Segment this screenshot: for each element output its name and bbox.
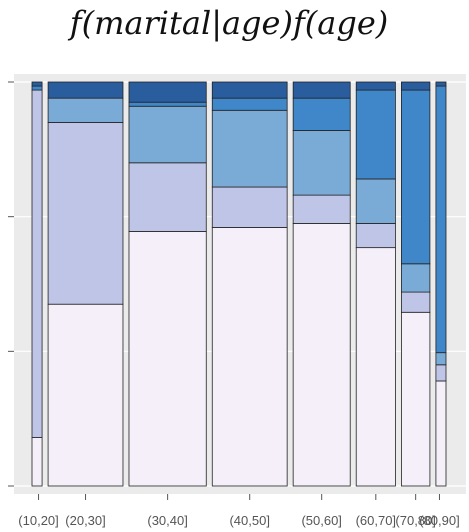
x-tick-label-6: (70,80]	[395, 513, 435, 528]
x-tick-label-3: (40,50]	[229, 513, 269, 528]
x-tick-label-1: (20,30]	[65, 513, 105, 528]
mosaic-cell-6-1	[401, 291, 431, 313]
x-tick-labels: (10,20] (20,30] (30,40] (40,50] (50,60] (60,7…	[18, 513, 459, 528]
mosaic-cell-7-4	[435, 81, 447, 87]
mosaic-cell-6-4	[401, 81, 431, 91]
x-tick-label-4: (50,60]	[301, 513, 341, 528]
column-3	[211, 81, 288, 487]
chart-title: f(marital|age)f(age)	[68, 4, 389, 42]
mosaic-cell-0-0	[31, 437, 43, 487]
mosaic-cell-7-2	[435, 352, 447, 366]
mosaic-cell-5-2	[355, 178, 396, 224]
mosaic-cell-5-1	[355, 222, 396, 249]
mosaic-cell-2-1	[128, 162, 207, 232]
column-4	[292, 81, 351, 487]
mosaic-cell-3-2	[211, 109, 288, 188]
mosaic-cell-2-2	[128, 105, 207, 164]
column-0	[31, 81, 43, 487]
mosaic-cell-5-0	[355, 247, 396, 487]
mosaic-cell-3-3	[211, 97, 288, 111]
x-tick-label-5: (60,70]	[356, 513, 396, 528]
mosaic-cell-1-0	[47, 303, 124, 487]
mosaic-cell-2-0	[128, 231, 207, 487]
column-7	[435, 81, 447, 487]
mosaic-cell-1-4	[47, 81, 124, 99]
column-6	[401, 81, 431, 487]
mosaic-cell-7-1	[435, 364, 447, 382]
mosaic-cell-6-0	[401, 311, 431, 487]
mosaic-cell-4-3	[292, 97, 351, 131]
column-5	[355, 81, 396, 487]
mosaic-cell-2-3	[128, 101, 207, 107]
column-1	[47, 81, 124, 487]
mosaic-cell-5-4	[355, 81, 396, 91]
mosaic-cell-6-2	[401, 263, 431, 293]
mosaic-cell-1-1	[47, 122, 124, 305]
mosaic-cell-4-2	[292, 130, 351, 196]
mosaic-cell-1-2	[47, 97, 124, 123]
x-tick-label-7: (80,90]	[419, 513, 459, 528]
mosaic-cell-7-0	[435, 380, 447, 487]
column-2	[128, 81, 207, 487]
mosaic-cell-5-3	[355, 89, 396, 180]
mosaic-cell-4-0	[292, 222, 351, 487]
x-tick-label-0: (10,20]	[18, 513, 58, 528]
mosaic-cell-0-4	[31, 81, 43, 87]
mosaic-cell-3-4	[211, 81, 288, 99]
bar-group	[31, 81, 447, 487]
x-tick-label-2: (30,40]	[147, 513, 187, 528]
mosaic-cell-6-3	[401, 89, 431, 265]
mosaic-cell-2-4	[128, 81, 207, 103]
mosaic-cell-4-1	[292, 194, 351, 224]
mosaic-cell-7-3	[435, 85, 447, 354]
mosaic-cell-3-1	[211, 186, 288, 228]
mosaic-cell-0-1	[31, 89, 43, 438]
mosaic-cell-0-3	[31, 85, 43, 91]
tick-group	[8, 81, 440, 500]
mosaic-cell-3-0	[211, 227, 288, 487]
mosaic-cell-4-4	[292, 81, 351, 99]
